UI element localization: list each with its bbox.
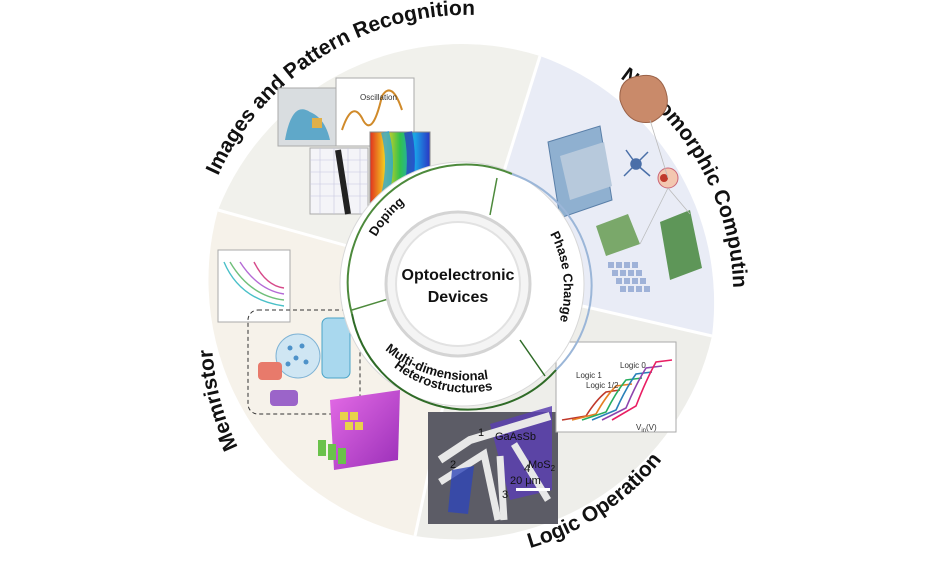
electrode-2: 2: [450, 459, 456, 471]
inner-ring-green-arc: [346, 163, 513, 315]
electrode-4: 4: [524, 463, 530, 475]
center-title-line2: Devices: [428, 289, 489, 306]
finger-sample-icon: [285, 109, 330, 140]
logic-half-label: Logic 1/2: [586, 381, 619, 390]
logic-axis-x-label: Vin(V): [636, 423, 657, 434]
neuromorphic-inset: [547, 74, 702, 292]
electrode-3: 3: [502, 489, 508, 501]
inner-divider: [489, 177, 498, 216]
inner-ring-dark-green-arc: [351, 313, 557, 411]
logic-0-label: Logic 0: [620, 361, 646, 370]
logic-1-label: Logic 1: [576, 371, 602, 380]
inner-ring-blue-arc: [511, 173, 593, 371]
electrode-1: 1: [478, 427, 484, 439]
scale-bar-label: 20 μm: [510, 475, 541, 487]
inner-divider: [519, 339, 546, 377]
oscillation-curve: [341, 89, 403, 131]
center-title-line1: Optoelectronic: [402, 267, 515, 284]
brain-icon: [619, 74, 668, 124]
material-label-gaassb: GaAsSb: [495, 431, 536, 443]
svg-text:Oscillation: Oscillation: [360, 93, 397, 102]
memristor-inset: [217, 249, 400, 470]
center-circle-inner: [395, 221, 521, 347]
material-label-mos2: MoS2: [528, 459, 556, 473]
logic-device-inset: 1 2 3 4 GaAsSb MoS2 20 μm: [428, 406, 558, 524]
logic-curves-inset: Logic 1 Logic 1/2 Logic 0 Vin(V): [555, 341, 677, 434]
neuron-icon: [623, 149, 651, 177]
